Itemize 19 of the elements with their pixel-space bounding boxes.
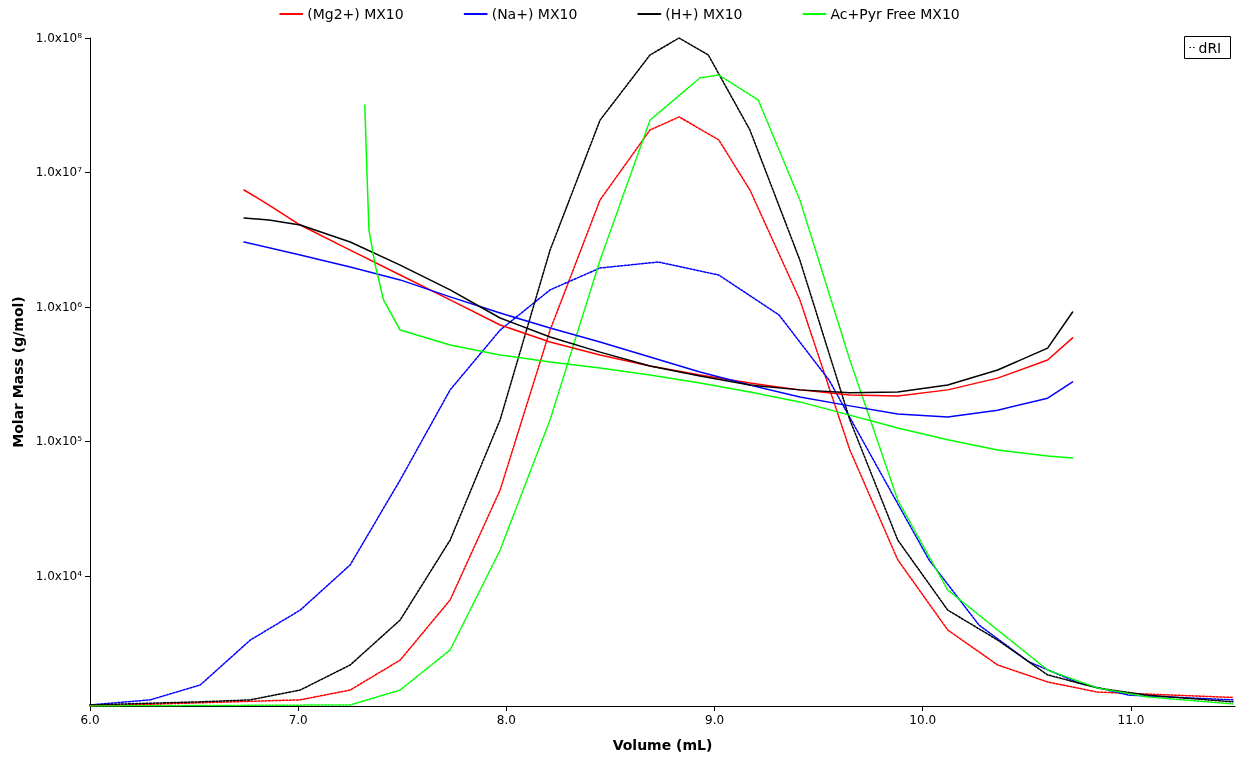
y-tick-label: 1.0x10⁵: [35, 434, 83, 449]
legend-label: Ac+Pyr Free MX10: [830, 6, 960, 22]
line-series: [364, 104, 1074, 459]
x-axis-title: Volume (mL): [612, 737, 713, 753]
y-tick-label: 1.0x10⁸: [35, 31, 83, 45]
legend-label: (Mg2+) MX10: [307, 6, 404, 22]
legend-label: (H+) MX10: [665, 6, 743, 22]
legend-title: dRI: [1198, 39, 1222, 56]
x-tick-label: 7.0: [288, 713, 308, 727]
x-tick-label: 10.0: [909, 713, 937, 727]
y-tick-label: 1.0x10⁴: [35, 569, 83, 583]
legend-label: (Na+) MX10: [491, 6, 578, 22]
y-axis-title: Molar Mass (g/mol): [9, 296, 26, 448]
x-tick-label: 11.0: [1117, 713, 1145, 727]
y-tick-label: 1.0x10⁶: [35, 300, 83, 314]
x-tick-label: 8.0: [496, 713, 516, 727]
y-tick-label: 1.0x10⁷: [35, 165, 83, 180]
x-tick-label: 9.0: [705, 713, 725, 727]
x-tick-label: 6.0: [80, 713, 100, 727]
